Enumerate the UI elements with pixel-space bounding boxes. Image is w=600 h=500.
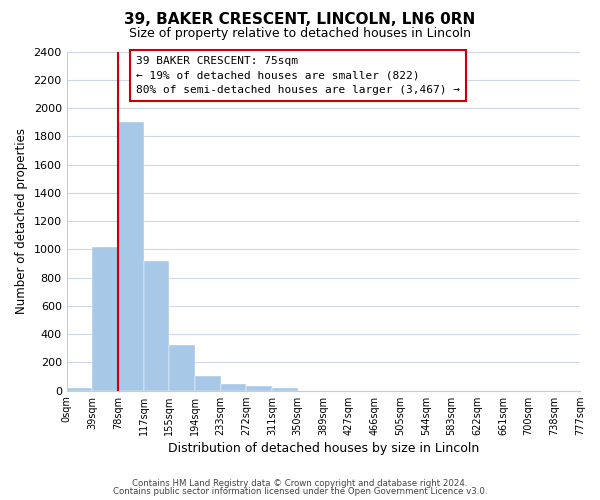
Bar: [118, 122, 143, 390]
Text: Contains HM Land Registry data © Crown copyright and database right 2024.: Contains HM Land Registry data © Crown c…: [132, 478, 468, 488]
Bar: [92, 246, 118, 390]
Bar: [221, 384, 247, 390]
Text: 39, BAKER CRESCENT, LINCOLN, LN6 0RN: 39, BAKER CRESCENT, LINCOLN, LN6 0RN: [124, 12, 476, 28]
Bar: [169, 346, 195, 391]
Bar: [247, 386, 272, 390]
Text: 39 BAKER CRESCENT: 75sqm
← 19% of detached houses are smaller (822)
80% of semi-: 39 BAKER CRESCENT: 75sqm ← 19% of detach…: [136, 56, 460, 96]
Bar: [195, 376, 221, 390]
X-axis label: Distribution of detached houses by size in Lincoln: Distribution of detached houses by size …: [168, 442, 479, 455]
Bar: [272, 388, 298, 390]
Text: Contains public sector information licensed under the Open Government Licence v3: Contains public sector information licen…: [113, 487, 487, 496]
Bar: [143, 260, 169, 390]
Text: Size of property relative to detached houses in Lincoln: Size of property relative to detached ho…: [129, 28, 471, 40]
Y-axis label: Number of detached properties: Number of detached properties: [15, 128, 28, 314]
Bar: [67, 388, 92, 390]
